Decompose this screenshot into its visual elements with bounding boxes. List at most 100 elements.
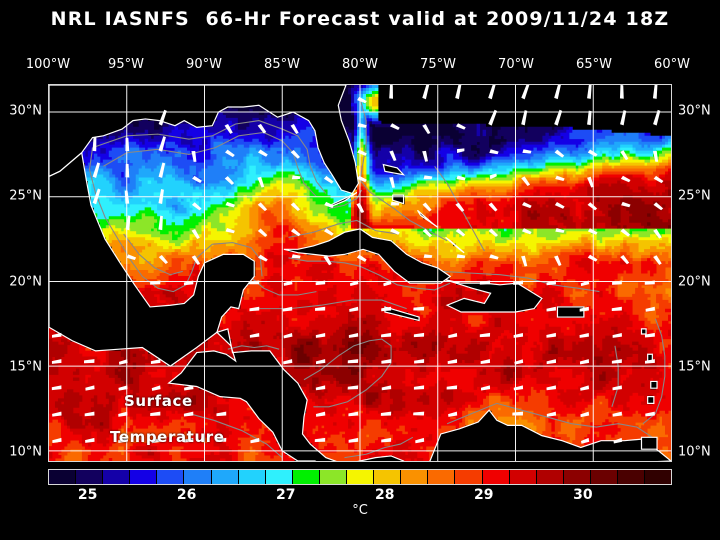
current-vector-arrow: [347, 385, 359, 390]
landmass-mexico-yucatan: [49, 151, 255, 367]
current-vector-arrow: [125, 215, 131, 231]
current-vector-arrow: [580, 411, 590, 418]
current-vector-arrow: [224, 123, 233, 134]
current-vector-arrow: [619, 85, 624, 99]
current-vector-arrow: [357, 149, 367, 156]
current-vector-arrow: [455, 85, 462, 100]
current-vector-arrow: [381, 359, 392, 364]
current-vector-arrow: [323, 255, 332, 266]
lat-tick-label-right: 20°N: [678, 274, 711, 289]
bathymetry-cuba-north-slope: [288, 219, 398, 238]
current-vector-arrow: [653, 175, 664, 184]
landmass-bahamas-d: [445, 236, 465, 254]
lon-tick-label: 95°W: [108, 57, 144, 72]
current-vector-arrow: [283, 332, 293, 339]
bathymetry-gulf-shelf-1000m: [103, 131, 317, 198]
current-vector-arrow: [521, 201, 532, 209]
current-vector-arrow: [489, 149, 499, 155]
lat-tick-label-left: 15°N: [9, 359, 42, 375]
current-vector-arrow: [356, 254, 367, 262]
lat-tick-label-right: 25°N: [678, 188, 711, 204]
current-vector-arrow: [546, 385, 556, 391]
colorbar[interactable]: [48, 469, 672, 485]
current-vector-arrow: [290, 149, 300, 159]
current-vector-arrow: [51, 332, 62, 338]
current-vector-arrow: [323, 175, 334, 184]
current-vector-arrow: [225, 228, 235, 234]
current-vector-arrow: [580, 385, 590, 391]
current-vector-arrow: [422, 150, 428, 162]
lat-tick-label-right: 15°N: [678, 359, 711, 375]
landmass-lesser-ant-c: [650, 380, 658, 389]
current-vector-arrow: [290, 123, 299, 134]
current-vector-arrow: [587, 110, 592, 126]
colorbar-swatch: [319, 470, 348, 484]
bathymetry-cuba-south-slope: [288, 257, 451, 291]
current-vector-arrow: [184, 385, 194, 391]
current-vector-arrow: [257, 228, 268, 237]
colorbar-swatch: [238, 470, 266, 484]
lon-tick-label: 100°W: [25, 57, 71, 72]
current-vector-arrow: [414, 359, 425, 364]
annotation-line-2: Temperature: [110, 428, 225, 446]
current-vector-arrow: [84, 411, 95, 417]
current-vector-arrow: [151, 385, 161, 391]
current-vector-arrow: [521, 176, 531, 186]
current-vector-arrow: [51, 359, 62, 364]
current-vector-arrow: [124, 190, 130, 204]
current-vector-arrow: [652, 85, 658, 99]
bathymetry-gulf-honduras-shelf: [227, 345, 280, 350]
figure-title: NRL IASNFS 66-Hr Forecast valid at 2009/…: [50, 8, 670, 30]
current-vector-arrow: [291, 254, 301, 259]
current-vector-arrow: [621, 201, 631, 208]
current-vector-arrow: [513, 332, 524, 338]
current-vector-arrow: [323, 228, 334, 236]
colorbar-swatch: [76, 470, 104, 484]
current-vector-arrow: [653, 255, 662, 265]
bathymetry-florida-atl-shelf: [359, 98, 448, 242]
current-vector-arrow: [225, 201, 236, 208]
current-vector-arrow: [644, 332, 655, 338]
current-vector-arrow: [126, 254, 137, 260]
bathymetry-florida-keys-reef: [328, 189, 363, 210]
landmass-colombia-venezuela: [429, 409, 671, 461]
current-vector-arrow: [92, 162, 101, 179]
lon-tick-label: 90°W: [186, 57, 222, 72]
current-vector-arrow: [546, 332, 556, 338]
current-vector-arrow: [315, 385, 326, 391]
current-vector-arrow: [456, 175, 466, 181]
current-vector-arrow: [489, 173, 497, 180]
current-vector-arrow: [390, 228, 400, 235]
current-vector-arrow: [183, 411, 194, 417]
current-vector-arrow: [456, 148, 465, 153]
current-vector-arrow: [455, 123, 466, 130]
current-vector-arrow: [612, 385, 622, 391]
current-vector-arrow: [413, 411, 425, 416]
colorbar-unit-label: °C: [352, 503, 368, 518]
map-plot-area[interactable]: [48, 84, 672, 462]
current-vector-arrow: [422, 202, 432, 212]
current-vector-arrow: [521, 228, 532, 235]
colorbar-tick-label: 28: [375, 487, 395, 503]
current-vector-arrow: [611, 359, 622, 364]
current-vector-arrow: [283, 280, 293, 286]
current-vector-arrow: [118, 385, 128, 391]
current-vector-arrow: [447, 359, 458, 365]
current-vector-arrow: [554, 149, 565, 158]
current-vector-arrow: [315, 332, 326, 338]
current-vector-arrow: [52, 411, 62, 417]
colorbar-swatch: [401, 470, 429, 484]
current-vector-arrow: [314, 437, 326, 443]
colorbar-swatch: [455, 470, 483, 484]
current-vector-arrow: [224, 176, 235, 185]
colorbar-swatch: [374, 470, 402, 484]
current-vector-arrow: [613, 437, 623, 444]
current-vector-arrow: [389, 85, 393, 99]
current-vector-arrow: [612, 411, 622, 417]
current-vector-arrow: [521, 255, 528, 267]
landmass-bahamas-a: [382, 163, 406, 176]
current-vector-arrow: [389, 150, 397, 161]
lon-tick-label: 75°W: [420, 57, 456, 72]
current-vector-arrow: [191, 202, 202, 211]
current-vector-arrow: [389, 177, 395, 188]
